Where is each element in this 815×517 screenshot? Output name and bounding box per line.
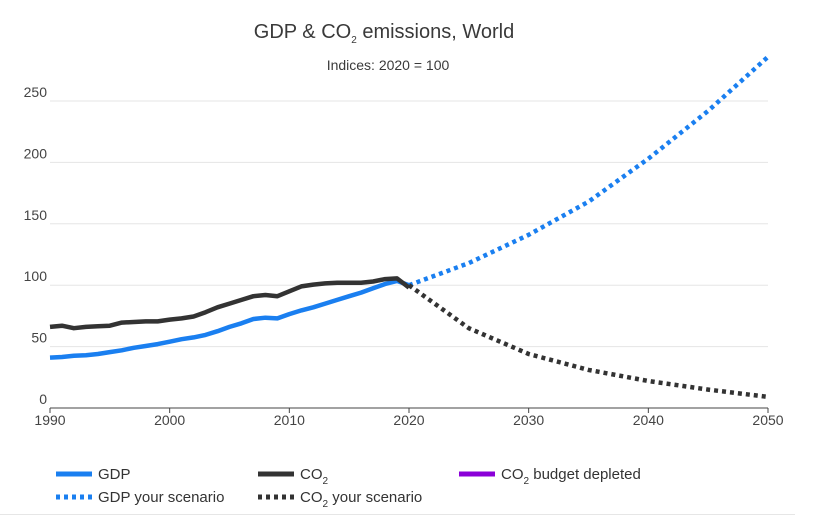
legend-label: CO2 budget depleted (501, 466, 641, 487)
series-line-co2_scenario (407, 283, 769, 400)
chart-title: GDP & CO2 emissions, World (254, 21, 514, 46)
legend-label: GDP (98, 466, 131, 483)
series-line-gdp (49, 278, 410, 360)
y-tick-label: 150 (24, 207, 48, 223)
x-tick-label: 1990 (34, 412, 65, 428)
y-tick-label: 200 (24, 145, 48, 161)
x-tick-label: 2000 (154, 412, 185, 428)
y-tick-label: 0 (39, 391, 47, 407)
legend-label: GDP your scenario (98, 489, 224, 506)
legend-item-co2[interactable]: CO2 (258, 466, 329, 487)
bottom-divider (0, 514, 795, 515)
y-tick-label: 100 (24, 268, 48, 284)
y-tick-label: 50 (31, 330, 47, 346)
y-tick-label: 250 (24, 84, 48, 100)
x-axis-ticks: 1990 2000 2010 2020 2030 2040 2050 (34, 408, 784, 428)
legend: GDP CO2 CO2 budget depleted GDP your scenar… (56, 466, 641, 510)
legend-item-gdp[interactable]: GDP (56, 466, 131, 483)
series-line-gdp_scenario (408, 55, 770, 288)
legend-item-co2_scenario[interactable]: CO2 your scenario (258, 489, 422, 510)
chart-title-tail: emissions, World (357, 21, 514, 43)
legend-item-gdp_scenario[interactable]: GDP your scenario (56, 489, 224, 506)
x-tick-label: 2040 (633, 412, 664, 428)
x-tick-label: 2050 (752, 412, 783, 428)
series-lines (49, 55, 770, 400)
series-line-co2 (49, 276, 411, 331)
chart-title-sub: 2 (351, 35, 357, 46)
x-tick-label: 2020 (393, 412, 424, 428)
legend-label: CO2 (300, 466, 329, 487)
x-tick-label: 2030 (513, 412, 544, 428)
chart-title-main: GDP & CO (254, 21, 351, 43)
y-axis-ticks: 0 50 100 150 200 250 (24, 84, 48, 407)
chart-subtitle: Indices: 2020 = 100 (327, 57, 450, 73)
legend-item-co2_budget[interactable]: CO2 budget depleted (459, 466, 641, 487)
legend-label: CO2 your scenario (300, 489, 422, 510)
x-tick-label: 2010 (274, 412, 305, 428)
